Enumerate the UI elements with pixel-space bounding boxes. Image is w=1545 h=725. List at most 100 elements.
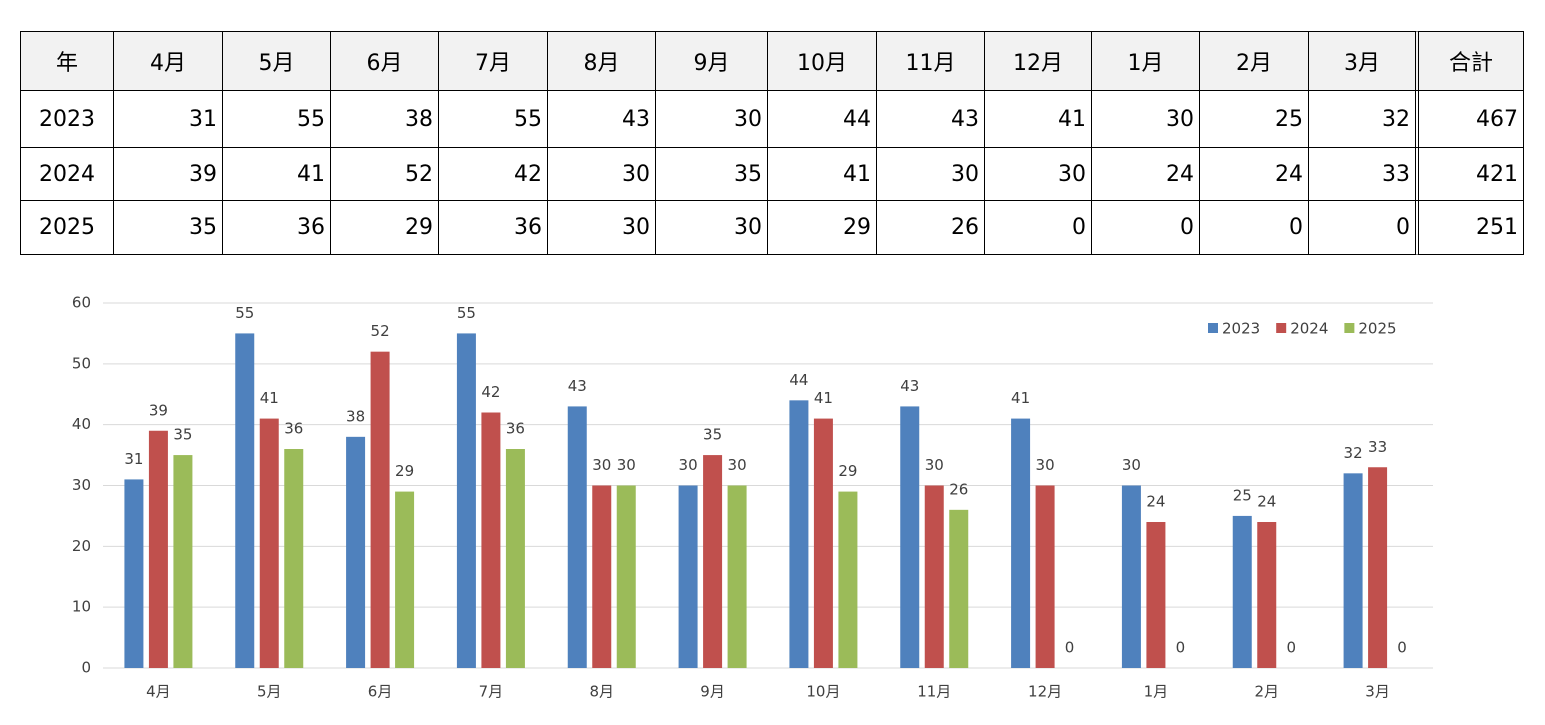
table-cell: 39 [113, 147, 223, 201]
y-tick-label: 30 [72, 476, 91, 494]
table-cell: 38 [330, 90, 439, 148]
data-label: 26 [949, 480, 968, 498]
table-cell: 41 [984, 90, 1092, 148]
bar [900, 406, 920, 668]
data-label: 41 [260, 389, 279, 407]
table-cell: 25 [1199, 90, 1309, 148]
table-cell: 30 [655, 90, 768, 148]
y-tick-label: 60 [72, 294, 91, 312]
table-cell: 43 [547, 90, 656, 148]
data-label: 52 [371, 322, 390, 340]
table-cell: 55 [438, 90, 548, 148]
table-cell: 2023 [20, 90, 114, 148]
table-cell: 30 [547, 147, 656, 201]
bar [1146, 522, 1166, 668]
data-label: 36 [284, 420, 303, 438]
data-label: 35 [173, 426, 192, 444]
data-label: 39 [149, 401, 168, 419]
table-cell: 31 [113, 90, 223, 148]
table-cell: 42 [438, 147, 548, 201]
data-label: 43 [568, 377, 587, 395]
header-cell: 6月 [330, 31, 439, 91]
table-cell: 36 [438, 200, 548, 255]
bar [1343, 473, 1363, 668]
data-label: 25 [1233, 486, 1252, 504]
bar [235, 333, 255, 668]
legend-swatch [1208, 323, 1218, 333]
header-cell: 4月 [113, 31, 223, 91]
bar [456, 333, 476, 668]
x-tick-label: 5月 [257, 683, 282, 701]
table-cell: 30 [547, 200, 656, 255]
table-cell: 32 [1308, 90, 1416, 148]
legend-swatch [1276, 323, 1287, 333]
table-cell: 0 [1091, 200, 1200, 255]
table-cell: 0 [1199, 200, 1309, 255]
data-label: 0 [1286, 639, 1296, 657]
table-cell: 251 [1415, 200, 1524, 255]
x-tick-label: 10月 [806, 683, 840, 701]
header-cell: 11月 [876, 31, 985, 91]
data-label: 43 [900, 377, 919, 395]
bar [1035, 485, 1055, 668]
data-label: 29 [395, 462, 414, 480]
table-cell: 30 [876, 147, 985, 201]
x-tick-label: 4月 [146, 683, 171, 701]
table-cell: 30 [655, 200, 768, 255]
y-tick-label: 40 [72, 415, 91, 433]
data-label: 38 [346, 407, 365, 425]
table-cell: 2025 [20, 200, 114, 255]
data-label: 0 [1176, 639, 1186, 657]
bar [370, 351, 390, 668]
data-label: 0 [1397, 639, 1407, 657]
bar [1232, 515, 1252, 668]
bar [949, 509, 969, 668]
header-cell: 1月 [1091, 31, 1200, 91]
table-cell: 26 [876, 200, 985, 255]
x-tick-label: 2月 [1254, 683, 1279, 701]
data-label: 44 [789, 371, 808, 389]
data-label: 36 [506, 420, 525, 438]
bar [1121, 485, 1141, 668]
bar [678, 485, 698, 668]
bar [346, 436, 366, 668]
table-cell: 24 [1091, 147, 1200, 201]
table-cell: 24 [1199, 147, 1309, 201]
legend-label: 2025 [1358, 320, 1396, 338]
table-cell: 0 [1308, 200, 1416, 255]
y-tick-label: 50 [72, 354, 91, 372]
bar [124, 479, 144, 668]
table-cell: 2024 [20, 147, 114, 201]
bar [1011, 418, 1031, 668]
bar [567, 406, 587, 668]
x-tick-label: 1月 [1144, 683, 1169, 701]
table-cell: 41 [767, 147, 877, 201]
bar [259, 418, 279, 668]
table-cell: 52 [330, 147, 439, 201]
table-cell: 467 [1415, 90, 1524, 148]
bar [173, 455, 193, 668]
bar [616, 485, 636, 668]
table-cell: 421 [1415, 147, 1524, 201]
table-cell: 44 [767, 90, 877, 148]
bar [1368, 467, 1388, 668]
bar [703, 455, 723, 668]
data-label: 55 [235, 304, 254, 322]
y-tick-label: 0 [81, 659, 91, 677]
table-cell: 29 [330, 200, 439, 255]
table-cell: 41 [222, 147, 331, 201]
bar [727, 485, 747, 668]
header-cell: 10月 [767, 31, 877, 91]
x-tick-label: 8月 [589, 683, 614, 701]
data-label: 30 [1122, 456, 1141, 474]
table-cell: 55 [222, 90, 331, 148]
bar [1257, 522, 1277, 668]
data-label: 30 [679, 456, 698, 474]
header-cell: 9月 [655, 31, 768, 91]
bar [924, 485, 944, 668]
x-tick-label: 3月 [1365, 683, 1390, 701]
data-label: 33 [1368, 438, 1387, 456]
bar [789, 400, 809, 668]
table-cell: 0 [984, 200, 1092, 255]
